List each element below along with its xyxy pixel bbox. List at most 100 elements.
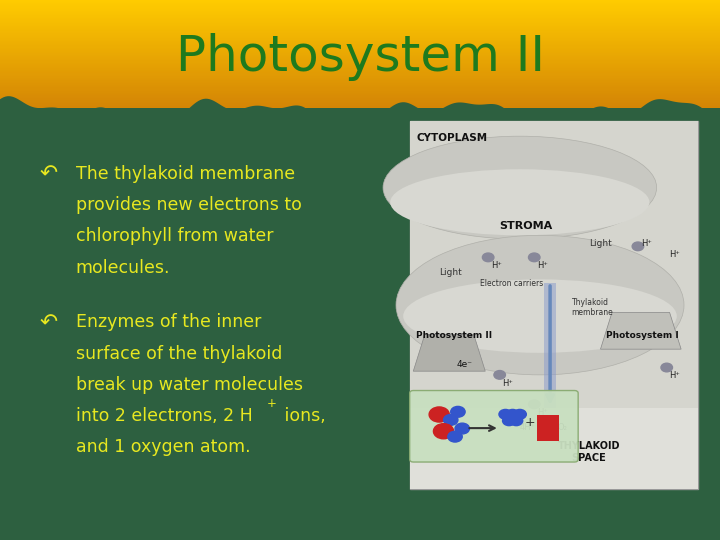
Bar [0,79,720,80]
Bar [0,2,720,3]
Circle shape [499,409,512,419]
Bar [0,37,720,38]
Bar [0,63,720,64]
Bar [0,73,720,75]
Circle shape [506,409,519,419]
Bar [0,12,720,13]
Bar [0,42,720,43]
Bar [0,57,720,58]
Text: Enzymes of the inner: Enzymes of the inner [76,313,261,331]
Bar [0,68,720,69]
Polygon shape [600,313,681,349]
Ellipse shape [403,279,677,353]
Ellipse shape [390,169,649,235]
Bar [0,93,720,94]
FancyBboxPatch shape [410,390,578,462]
Text: break up water molecules: break up water molecules [76,376,302,394]
Text: provides new electrons to: provides new electrons to [76,196,302,214]
Bar [0,48,720,49]
Text: chlorophyll from water: chlorophyll from water [76,227,273,245]
Bar [0,77,720,78]
Bar [0,10,720,11]
Bar [0,69,720,70]
Bar [0,84,720,85]
Text: STROMA: STROMA [499,221,552,231]
Bar [0,9,720,10]
Text: H⁺: H⁺ [491,261,502,270]
Bar [0,54,720,55]
Circle shape [455,423,469,434]
Text: surface of the thylakoid: surface of the thylakoid [76,345,282,362]
Bar [0,11,720,12]
Bar [0,59,720,60]
Bar [0,90,720,91]
Bar [0,104,720,105]
Bar [0,39,720,40]
Bar [0,100,720,102]
Text: H⁺: H⁺ [641,239,652,248]
Ellipse shape [383,136,657,239]
Bar [0,24,720,25]
Bar [0,21,720,22]
Bar [0,13,720,14]
Text: THYLAKOID
SPACE: THYLAKOID SPACE [558,441,620,463]
Bar [0,6,720,8]
Bar [0,86,720,87]
Bar [0,106,720,107]
Text: Electron carriers: Electron carriers [480,279,543,288]
Bar [0,64,720,65]
Polygon shape [413,334,485,371]
Bar [0,80,720,81]
Bar [0,46,720,48]
Circle shape [528,400,540,409]
Text: and 1 oxygen atom.: and 1 oxygen atom. [76,438,251,456]
Ellipse shape [396,235,684,375]
Text: +: + [266,397,276,410]
Bar [0,72,720,73]
Bar [0,32,720,33]
Bar [0,29,720,30]
Circle shape [513,409,526,419]
Circle shape [451,407,465,417]
Bar [0,44,720,45]
Text: ↶: ↶ [40,313,58,333]
Circle shape [632,242,644,251]
Bar [410,122,698,489]
Circle shape [444,415,458,426]
Bar [0,18,720,19]
Bar [0,53,720,54]
Bar [0,82,720,83]
Bar [0,107,720,108]
Bar [0,8,720,9]
Circle shape [528,253,540,262]
Bar [0,102,720,103]
Bar [0,27,720,28]
Text: Photosystem II: Photosystem II [416,331,492,340]
Bar [0,62,720,63]
Bar [0,52,720,53]
Bar [0,75,720,76]
Bar [0,30,720,31]
Bar [0,92,720,93]
Text: +: + [525,416,535,429]
Text: H⁺: H⁺ [670,371,680,380]
Circle shape [510,416,523,426]
Bar [0,56,720,57]
Bar [0,96,720,97]
Text: The thylakoid membrane: The thylakoid membrane [76,165,294,183]
Bar [0,41,720,42]
Bar [0,5,720,6]
Text: into 2 electrons, 2 H: into 2 electrons, 2 H [76,407,252,425]
Bar [0,105,720,106]
Bar [410,122,698,489]
Bar [0,23,720,24]
Bar [0,14,720,15]
Bar [0,45,720,46]
Bar [0,36,720,37]
Bar [0,0,720,1]
Circle shape [429,407,449,422]
Bar [0,65,720,66]
Text: Light: Light [439,268,462,278]
Bar [0,22,720,23]
Bar [537,415,559,441]
